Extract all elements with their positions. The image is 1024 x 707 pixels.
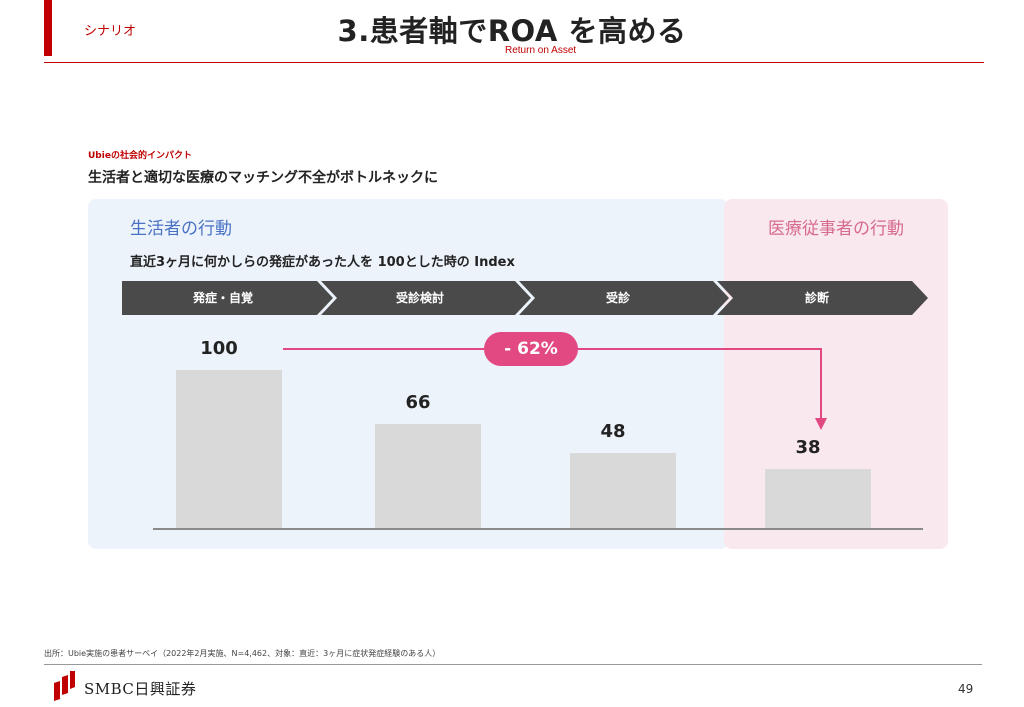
medical-panel-title: 医療従事者の行動 [768, 219, 904, 239]
step-chevron-3 [519, 281, 729, 315]
bar-diagnosis [765, 468, 871, 529]
index-note: 直近3ヶ月に何かしらの発症があった人を 100とした時の Index [130, 255, 515, 270]
footer-divider [44, 664, 982, 665]
header-divider [44, 62, 984, 63]
slide-headline: 生活者と適切な医療のマッチング不全がボトルネックに [88, 170, 438, 186]
impact-label: Ubieの社会的インパクト [88, 151, 192, 161]
page-number: 49 [958, 682, 974, 696]
section-label: シナリオ [84, 24, 137, 39]
page-title: 3.患者軸でROA を高める [337, 14, 687, 48]
process-flow [122, 281, 928, 315]
step-chevron-2 [321, 281, 531, 315]
page-subtitle: Return on Asset [505, 45, 577, 56]
reduction-badge: - 62% [484, 332, 578, 366]
bar-value-diagnosis: 38 [795, 436, 821, 458]
company-name: SMBC日興証券 [84, 680, 197, 698]
step-chevron-4 [717, 281, 928, 315]
bar-onset [176, 370, 282, 529]
step-label-visit: 受診 [605, 291, 630, 305]
chart-baseline [153, 528, 923, 530]
bar-value-visit: 48 [600, 420, 626, 442]
bar-value-consider: 66 [405, 392, 431, 414]
consumer-panel-title: 生活者の行動 [130, 219, 232, 239]
header-accent-bar [44, 0, 52, 56]
step-chevron-1 [122, 281, 333, 315]
company-logo-icon [54, 671, 75, 701]
step-label-onset: 発症・自覚 [192, 291, 253, 305]
source-note: 出所：Ubie実施の患者サーベイ（2022年2月実施、N=4,462、対象：直近… [44, 649, 441, 658]
step-label-consider: 受診検討 [395, 291, 444, 305]
bar-consider [375, 424, 481, 529]
bar-visit [570, 452, 676, 529]
bar-value-onset: 100 [200, 338, 238, 359]
step-label-diagnosis: 診断 [804, 291, 829, 305]
